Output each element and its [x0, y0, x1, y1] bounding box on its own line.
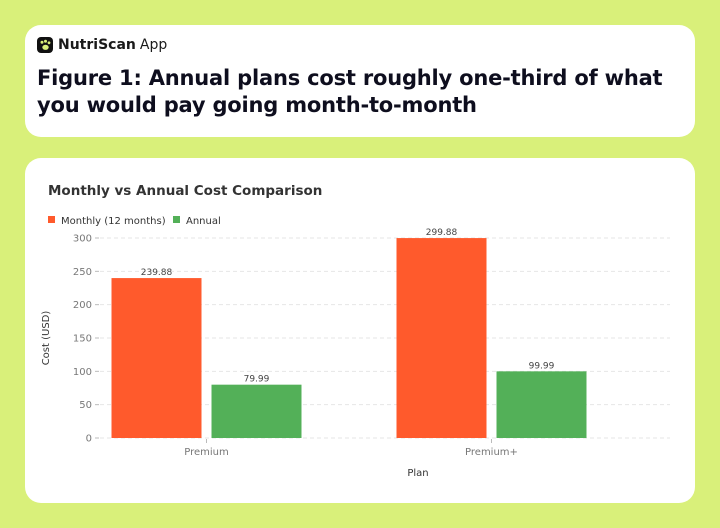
- legend: Monthly (12 months) Annual: [48, 216, 221, 227]
- y-tick-label: 250: [73, 267, 92, 278]
- legend-label: Annual: [186, 216, 221, 227]
- legend-label: Monthly (12 months): [61, 216, 166, 227]
- bar: [211, 384, 302, 438]
- x-axis: Premium Premium+: [184, 439, 518, 458]
- x-tick-label: Premium+: [465, 447, 518, 458]
- legend-swatch: [173, 216, 180, 223]
- paw-icon: [37, 37, 53, 53]
- bar-value-label: 239.88: [141, 268, 173, 278]
- y-tick-label: 0: [86, 434, 92, 445]
- brand: NutriScan App: [37, 37, 167, 53]
- bar: [111, 278, 202, 438]
- bar-value-label: 299.88: [426, 228, 458, 238]
- bar-value-label: 99.99: [529, 361, 555, 371]
- bar: [496, 371, 587, 438]
- x-axis-label: Plan: [407, 468, 428, 479]
- chart-title: Monthly vs Annual Cost Comparison: [48, 183, 322, 199]
- y-axis: 0 50 100 150 200 250 300: [73, 234, 99, 445]
- brand-name: NutriScan: [58, 37, 136, 53]
- bar-chart: Monthly vs Annual Cost Comparison Monthl…: [41, 183, 670, 479]
- x-tick-label: Premium: [184, 447, 229, 458]
- brand-suffix: App: [139, 37, 168, 53]
- bar-value-label: 79.99: [244, 375, 270, 385]
- bars: 239.88 79.99 299.88 99.99: [111, 228, 587, 438]
- legend-swatch: [48, 216, 55, 223]
- chart-card: Monthly vs Annual Cost Comparison Monthl…: [25, 158, 695, 503]
- y-axis-label: Cost (USD): [41, 311, 52, 366]
- y-tick-label: 50: [79, 400, 92, 411]
- y-tick-label: 150: [73, 334, 92, 345]
- y-tick-label: 200: [73, 300, 92, 311]
- header-card: NutriScan App Figure 1: Annual plans cos…: [25, 25, 695, 137]
- bar: [396, 238, 487, 438]
- page-title: Figure 1: Annual plans cost roughly one-…: [37, 66, 663, 117]
- y-tick-label: 300: [73, 234, 92, 245]
- y-tick-label: 100: [73, 367, 92, 378]
